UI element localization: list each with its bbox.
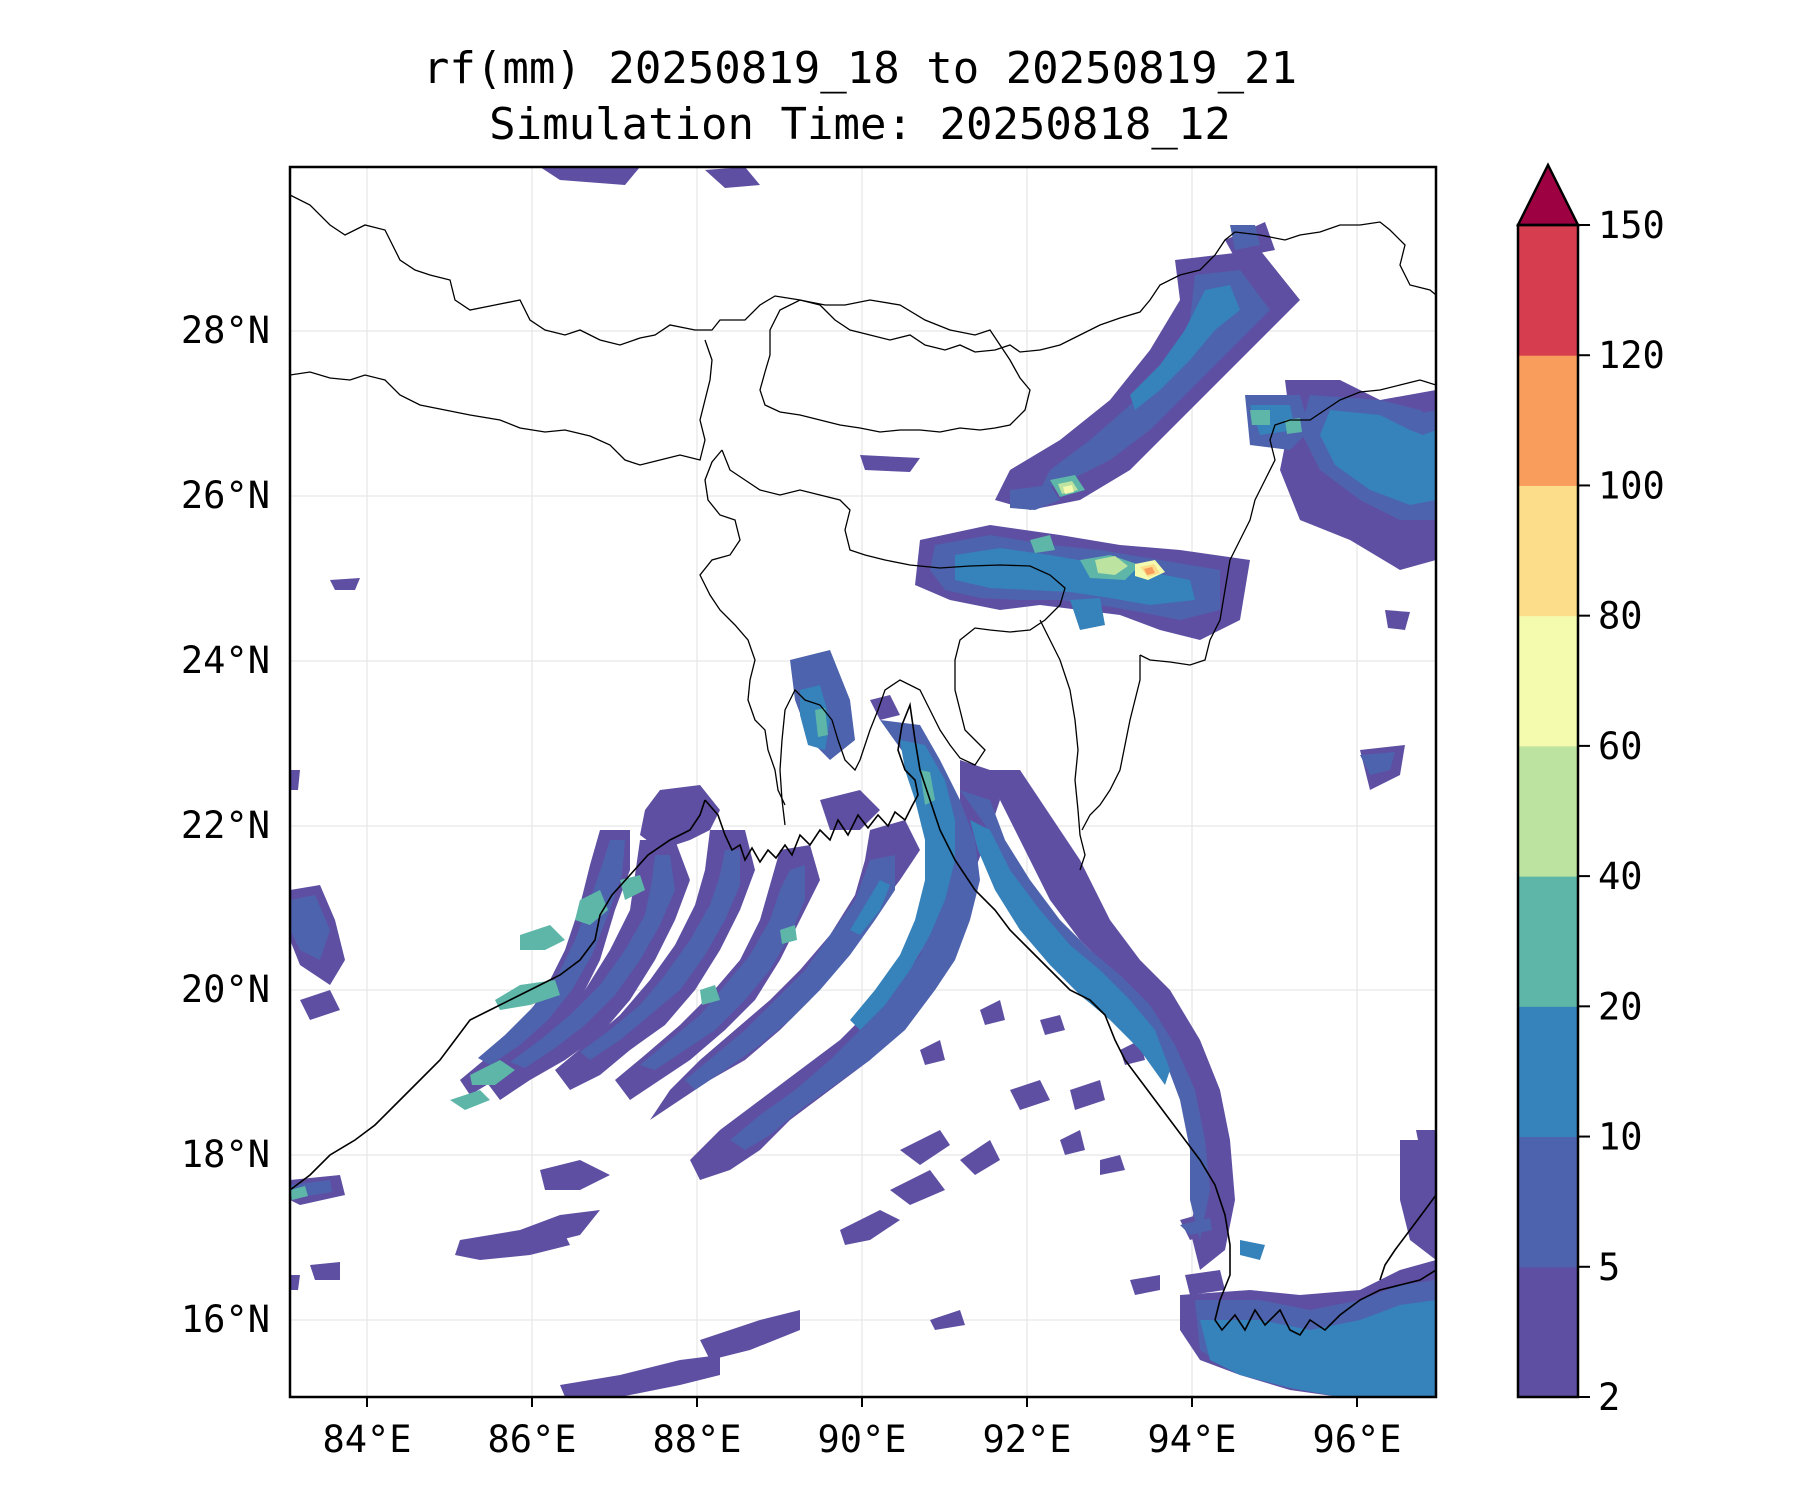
rain-level-20-40	[290, 410, 1302, 1200]
colorbar-segment	[1518, 745, 1578, 877]
colorbar-segment	[1518, 1266, 1578, 1398]
colorbar-tick-label: 150	[1598, 204, 1665, 247]
coastline-myanmar-south	[1214, 1269, 1436, 1337]
lon-label: 84°E	[322, 1418, 411, 1461]
rainfall-field	[290, 167, 1436, 1397]
map-background	[290, 167, 1436, 1397]
border-mizoram-myanmar	[1081, 655, 1141, 831]
colorbar-tick-label: 80	[1598, 595, 1643, 638]
colorbar-segment	[1518, 355, 1578, 486]
colorbar-tick-label: 2	[1598, 1376, 1620, 1419]
border-nepal-south	[290, 339, 713, 466]
lat-label: 26°N	[181, 474, 270, 517]
axis-ticks	[366, 1397, 1358, 1407]
colorbar-tick-label: 10	[1598, 1116, 1643, 1159]
map-title: rf(mm) 20250819_18 to 20250819_21	[423, 43, 1297, 94]
colorbar-tick-label: 60	[1598, 725, 1643, 768]
latitude-labels: 28°N 26°N 24°N 22°N 20°N 18°N 16°N	[181, 309, 270, 1341]
border-bangladesh-west	[699, 449, 786, 806]
rain-level-100-120	[1144, 567, 1155, 575]
coastline-india-east	[290, 799, 706, 1191]
lat-label: 24°N	[181, 639, 270, 682]
colorbar-segment	[1518, 1136, 1578, 1268]
colorbar-tick-label: 100	[1598, 464, 1665, 507]
colorbar-ticks: 2 5 10 20 40 60 80 100 120 150	[1578, 204, 1665, 1419]
lon-label: 86°E	[487, 1418, 576, 1461]
border-arunachal	[1039, 221, 1436, 351]
coastline-bangladesh	[704, 701, 1231, 1301]
rain-level-10-20	[800, 285, 1436, 1397]
border-tripura-mizoram	[1039, 619, 1086, 871]
longitude-labels: 84°E 86°E 88°E 90°E 92°E 94°E 96°E	[322, 1418, 1401, 1461]
border-assam-myanmar	[1139, 379, 1436, 666]
lon-label: 94°E	[1147, 1418, 1236, 1461]
lon-label: 92°E	[982, 1418, 1071, 1461]
colorbar-extend-arrow	[1515, 162, 1581, 227]
map-subtitle: Simulation Time: 20250818_12	[489, 99, 1231, 150]
colorbar-tick-label: 5	[1598, 1246, 1620, 1289]
lat-label: 20°N	[181, 968, 270, 1011]
colorbar-segments	[1515, 162, 1581, 1398]
colorbar-segment	[1518, 225, 1578, 356]
lat-label: 28°N	[181, 309, 270, 352]
border-bangladesh	[721, 449, 1066, 826]
coastline-and-borders	[290, 194, 1436, 1337]
colorbar-segment	[1518, 615, 1578, 747]
border-north	[290, 194, 1041, 353]
lat-label: 18°N	[181, 1133, 270, 1176]
lon-label: 96°E	[1312, 1418, 1401, 1461]
lat-label: 22°N	[181, 804, 270, 847]
colorbar-frame	[1516, 223, 1580, 1399]
lon-label: 88°E	[652, 1418, 741, 1461]
colorbar: 2 5 10 20 40 60 80 100 120 150	[1515, 162, 1665, 1419]
lon-label: 90°E	[817, 1418, 906, 1461]
colorbar-tick-label: 120	[1598, 334, 1665, 377]
lat-label: 16°N	[181, 1298, 270, 1341]
colorbar-segment	[1518, 485, 1578, 617]
coastline-myanmar-east	[1379, 1194, 1436, 1281]
colorbar-tick-label: 20	[1598, 985, 1643, 1028]
colorbar-segment	[1518, 876, 1578, 1007]
border-bhutan	[759, 299, 1031, 433]
colorbar-segment	[1518, 1006, 1578, 1138]
colorbar-tick-label: 40	[1598, 855, 1643, 898]
